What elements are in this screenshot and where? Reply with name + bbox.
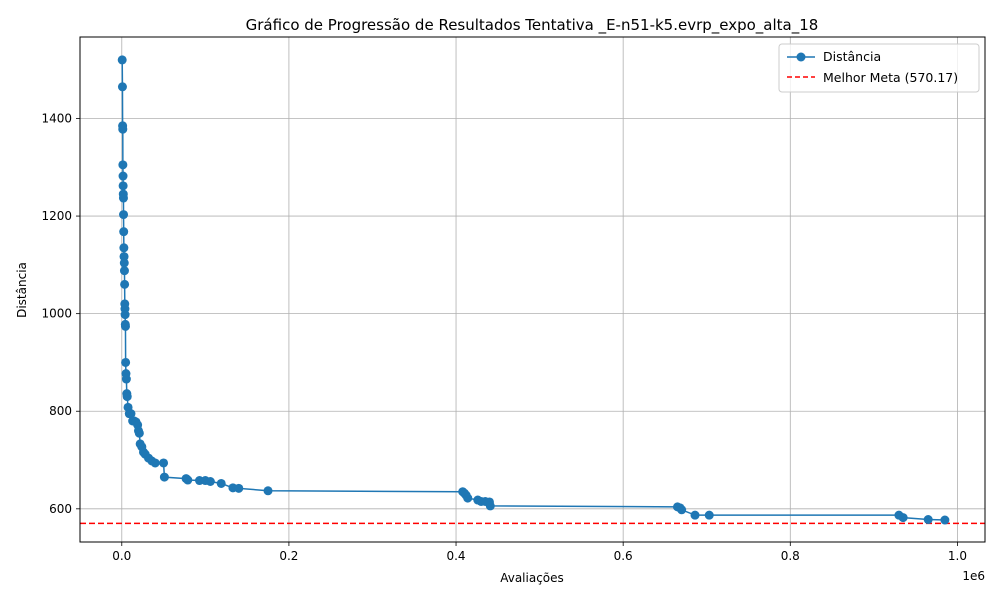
y-tick-label: 1400 bbox=[41, 111, 72, 125]
data-point bbox=[205, 477, 215, 486]
data-point bbox=[159, 472, 169, 482]
data-point bbox=[704, 510, 714, 520]
data-point bbox=[118, 124, 128, 134]
data-point bbox=[118, 160, 128, 170]
y-tick-label: 1000 bbox=[41, 307, 72, 321]
legend: Distância Melhor Meta (570.17) bbox=[778, 43, 980, 93]
data-point bbox=[234, 483, 244, 493]
data-point bbox=[119, 266, 129, 276]
data-point bbox=[134, 428, 144, 438]
data-point bbox=[940, 515, 950, 525]
x-tick-label: 1.0 bbox=[948, 549, 967, 563]
legend-series-label: Distância bbox=[823, 49, 881, 64]
x-tick-label: 0.0 bbox=[112, 549, 131, 563]
data-point bbox=[183, 475, 193, 485]
data-point bbox=[121, 357, 131, 367]
grid bbox=[80, 37, 985, 542]
series-layer bbox=[117, 55, 950, 525]
data-point bbox=[118, 193, 128, 203]
data-point bbox=[120, 279, 130, 289]
data-point bbox=[119, 252, 129, 262]
x-axis-label: Avaliações bbox=[500, 571, 564, 585]
data-point bbox=[690, 510, 700, 520]
axis-ticks: 0.0 0.2 0.4 0.6 0.8 1.0 600 800 1000 1200 1400 bbox=[41, 111, 967, 563]
y-tick-label: 800 bbox=[49, 404, 72, 418]
data-point bbox=[117, 55, 127, 65]
legend-reference-label: Melhor Meta (570.17) bbox=[823, 70, 958, 85]
data-point bbox=[118, 171, 128, 181]
x-tick-label: 0.2 bbox=[279, 549, 298, 563]
chart-title: Gráfico de Progressão de Resultados Tent… bbox=[246, 16, 819, 35]
data-point bbox=[923, 515, 933, 525]
legend-box bbox=[778, 43, 980, 93]
data-point bbox=[122, 392, 132, 402]
y-tick-label: 600 bbox=[49, 502, 72, 516]
y-axis-label: Distância bbox=[15, 262, 29, 318]
data-point bbox=[485, 501, 495, 511]
x-tick-label: 0.8 bbox=[781, 549, 800, 563]
data-point bbox=[119, 243, 129, 253]
data-point bbox=[119, 210, 129, 220]
data-point bbox=[216, 478, 226, 488]
data-point bbox=[263, 486, 273, 496]
y-tick-label: 1200 bbox=[41, 209, 72, 223]
data-point bbox=[898, 513, 908, 523]
data-point bbox=[119, 258, 129, 268]
data-point bbox=[126, 409, 136, 419]
data-point bbox=[120, 310, 130, 320]
x-tick-label: 0.6 bbox=[614, 549, 633, 563]
data-point bbox=[121, 374, 131, 384]
x-tick-label: 0.4 bbox=[446, 549, 465, 563]
data-point bbox=[120, 321, 130, 331]
data-point bbox=[150, 458, 160, 468]
data-point bbox=[159, 458, 169, 468]
plot-frame bbox=[79, 36, 986, 543]
legend-series-marker bbox=[796, 52, 806, 62]
data-point bbox=[118, 181, 128, 191]
x-axis-multiplier: 1e6 bbox=[962, 569, 985, 583]
data-point bbox=[677, 505, 687, 515]
data-point bbox=[117, 82, 127, 92]
data-point bbox=[119, 227, 129, 237]
data-point bbox=[463, 493, 473, 503]
